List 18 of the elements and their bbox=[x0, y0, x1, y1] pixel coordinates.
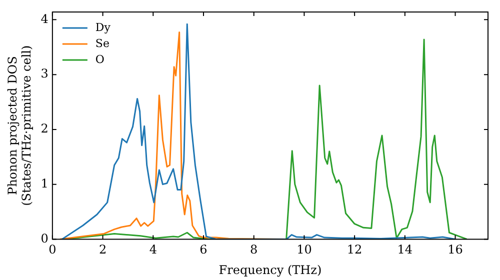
x-axis-title: Frequency (THz) bbox=[218, 262, 322, 277]
x-tick-label: 16 bbox=[448, 242, 463, 257]
x-tick-label: 10 bbox=[296, 242, 312, 257]
y-axis-title: Phonon projected DOS (States/THz·primitive cell) bbox=[5, 45, 34, 206]
x-tick-label: 6 bbox=[200, 242, 208, 257]
x-tick-label: 8 bbox=[250, 242, 258, 257]
x-tick-label: 2 bbox=[98, 242, 107, 257]
x-tick-label: 4 bbox=[149, 242, 158, 257]
legend-label: Se bbox=[95, 36, 110, 50]
y-tick-label: 2 bbox=[40, 122, 48, 136]
legend-label: O bbox=[95, 52, 104, 66]
y-tick-label: 1 bbox=[40, 176, 48, 190]
y-tick-label: 0 bbox=[40, 231, 48, 246]
x-tick-label: 12 bbox=[346, 242, 362, 257]
y-tick-label: 4 bbox=[40, 12, 49, 26]
legend-label: Dy bbox=[95, 20, 112, 34]
x-tick-label: 14 bbox=[397, 242, 413, 257]
y-tick-label: 3 bbox=[40, 66, 48, 81]
